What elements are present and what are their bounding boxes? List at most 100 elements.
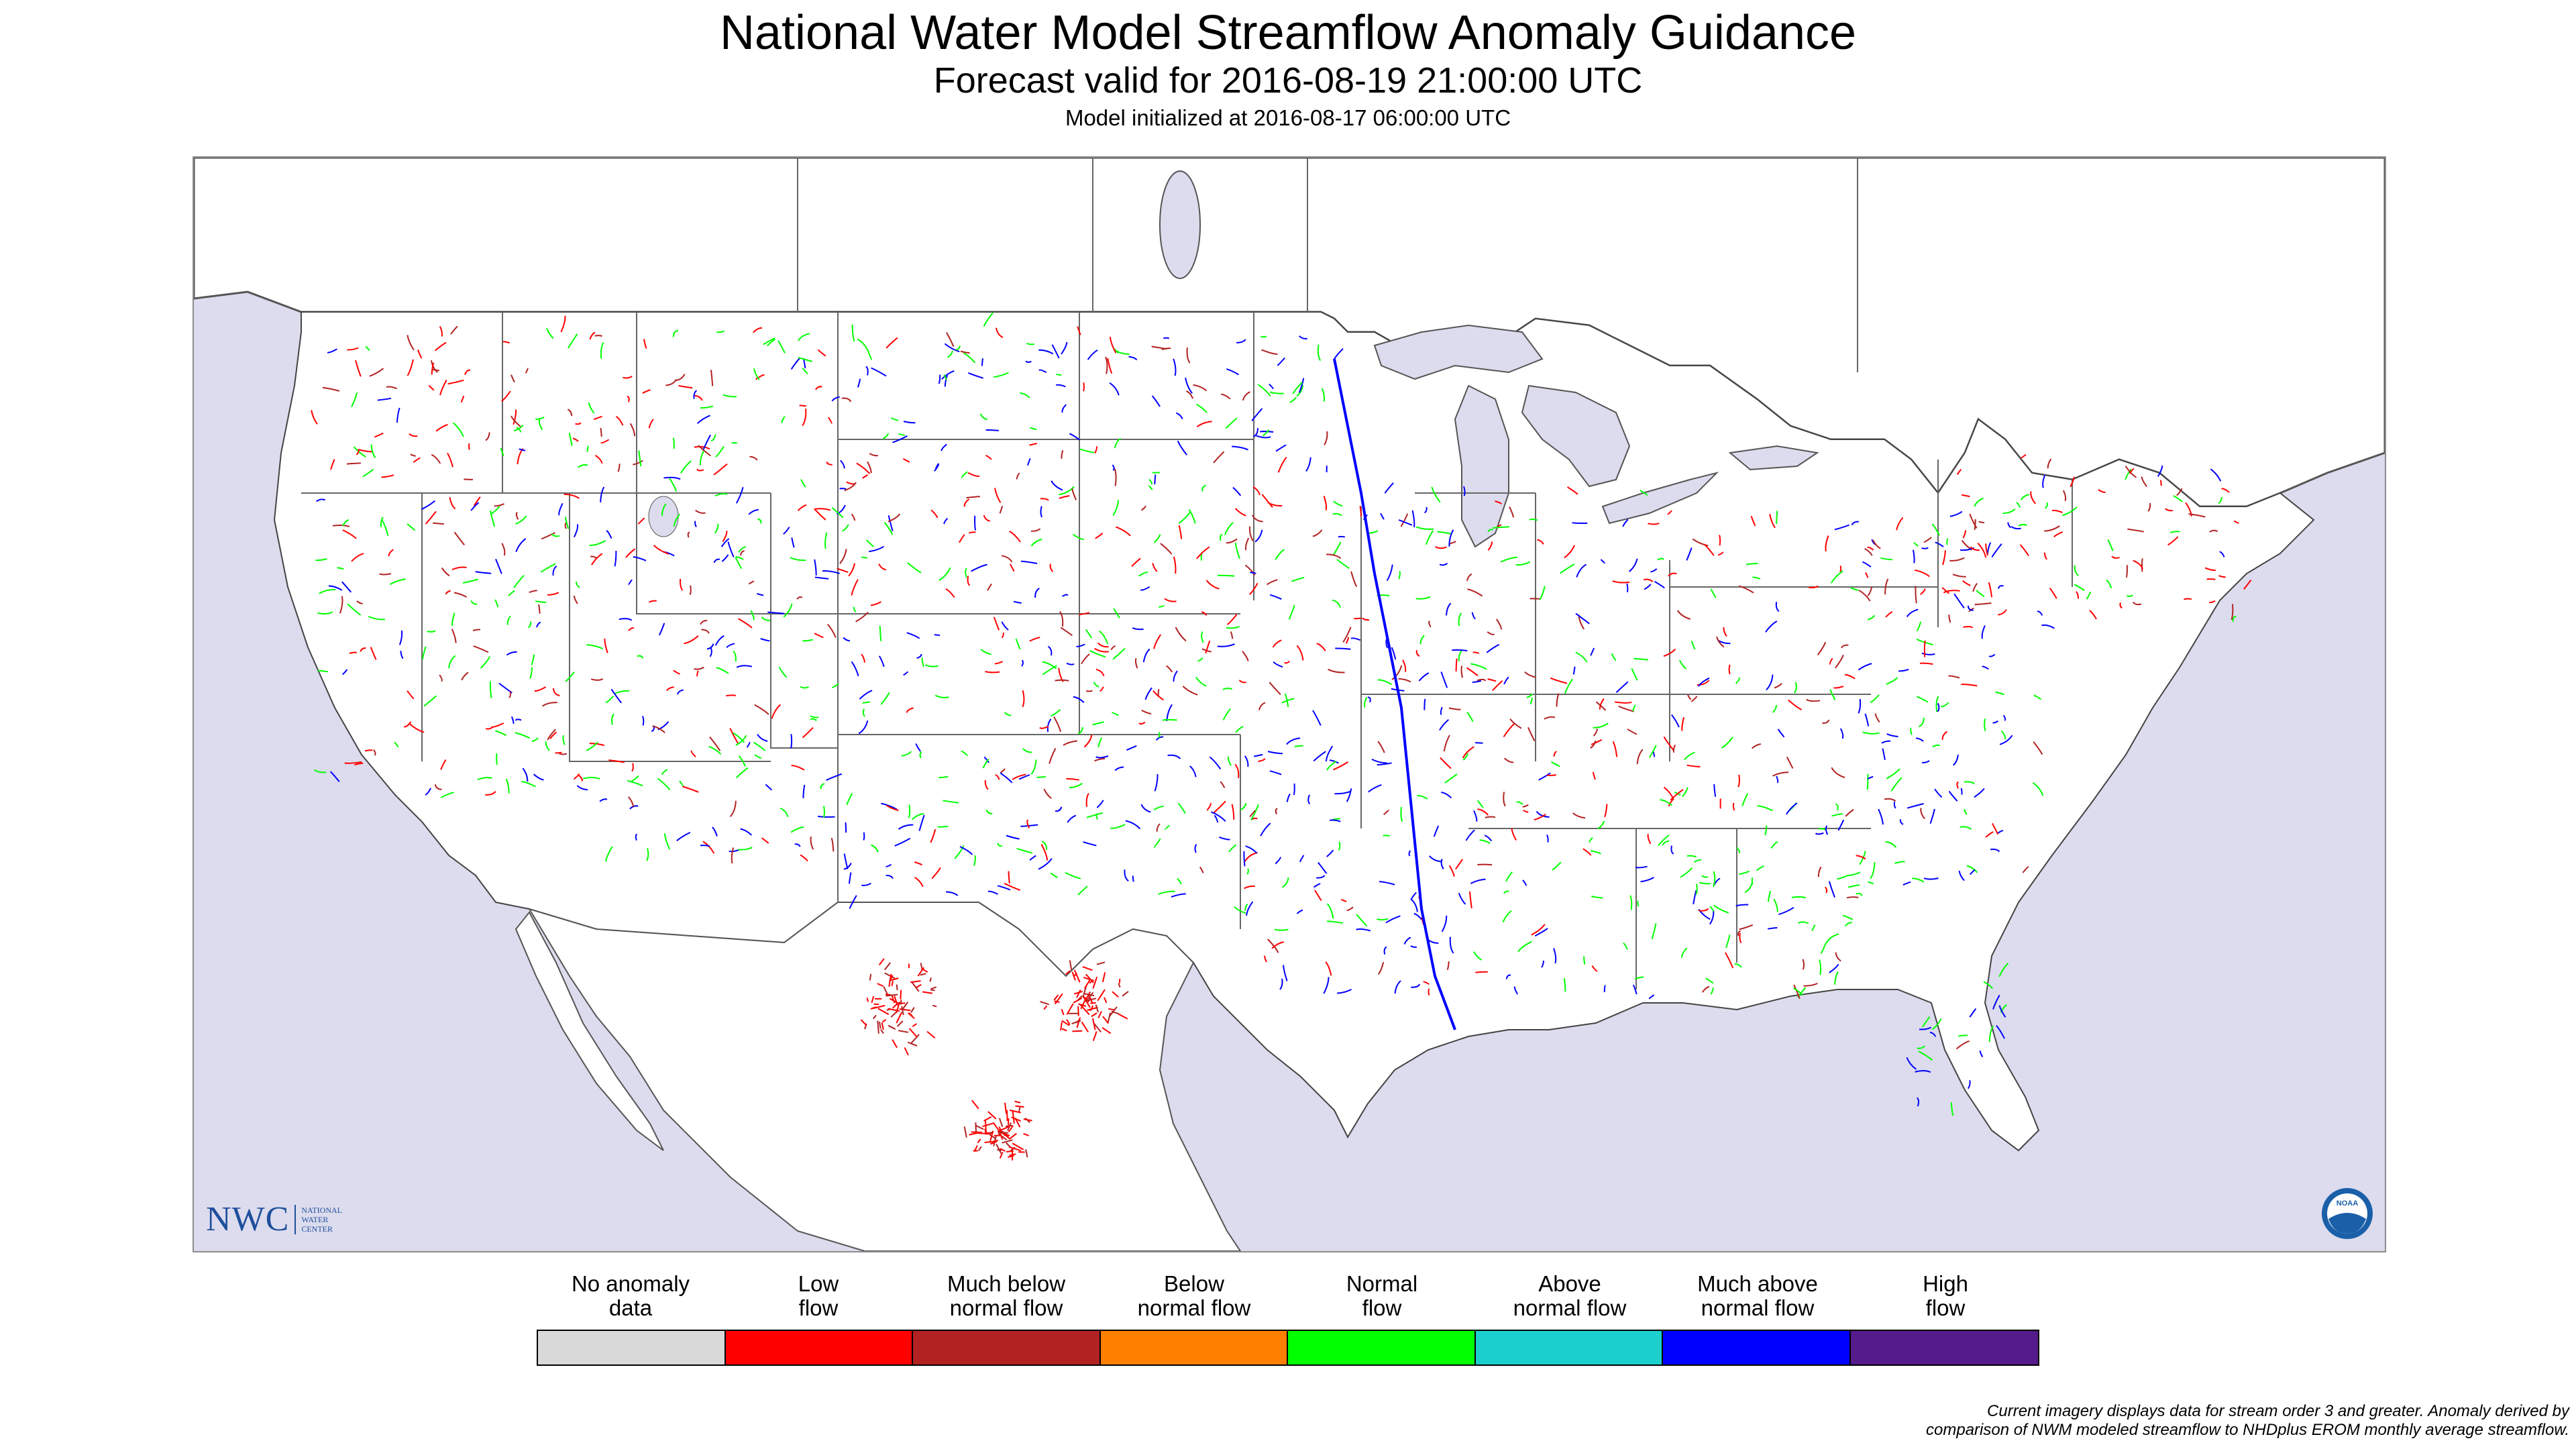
river-segment xyxy=(842,524,849,532)
river-segment xyxy=(1009,531,1021,543)
river-segment xyxy=(1286,737,1301,745)
river-segment xyxy=(1919,662,1933,665)
footnote-line1: Current imagery displays data for stream… xyxy=(1987,1402,2569,1420)
lake-erie xyxy=(1601,472,1719,525)
river-segment xyxy=(1487,631,1495,635)
river-segment xyxy=(1234,763,1240,778)
river-segment xyxy=(1667,510,1672,515)
river-segment xyxy=(1006,1150,1014,1152)
river-segment xyxy=(1061,594,1069,597)
river-segment xyxy=(1991,543,2002,558)
river-segment xyxy=(1398,570,1401,580)
river-segment xyxy=(827,417,833,425)
river-segment xyxy=(1449,936,1454,954)
river-segment xyxy=(1523,809,1529,813)
river-segment xyxy=(1921,1016,1931,1028)
river-segment xyxy=(506,615,511,625)
river-segment xyxy=(676,689,684,695)
river-segment xyxy=(2019,544,2029,557)
river-segment xyxy=(987,583,993,591)
river-segment xyxy=(1066,1019,1071,1025)
river-segment xyxy=(883,986,889,996)
river-segment xyxy=(1466,712,1474,722)
river-segment xyxy=(421,500,436,511)
river-segment xyxy=(525,368,529,374)
river-segment xyxy=(1835,654,1844,669)
river-segment xyxy=(2218,575,2226,578)
river-segment xyxy=(521,781,536,788)
river-segment xyxy=(766,338,776,347)
river-segment xyxy=(1415,596,1431,600)
river-segment xyxy=(1974,602,1992,606)
river-segment xyxy=(1923,877,1939,880)
river-segment xyxy=(824,532,828,549)
river-segment xyxy=(856,462,871,474)
river-segment xyxy=(738,545,747,553)
river-segment xyxy=(1021,659,1024,667)
river-segment xyxy=(515,732,531,739)
river-segment xyxy=(783,603,793,618)
river-segment xyxy=(344,761,362,764)
river-segment xyxy=(477,777,492,781)
river-segment xyxy=(862,708,865,717)
river-segment xyxy=(1141,710,1152,714)
river-segment xyxy=(394,741,399,748)
river-segment xyxy=(1398,678,1411,683)
river-segment xyxy=(1721,737,1734,749)
river-segment xyxy=(1023,1132,1030,1136)
river-segment xyxy=(920,973,926,976)
legend-label: Low flow xyxy=(798,1271,839,1320)
river-segment xyxy=(610,713,614,725)
river-segment xyxy=(1845,808,1854,817)
river-segment xyxy=(1948,675,1960,679)
river-segment xyxy=(1728,664,1731,675)
river-segment xyxy=(1386,564,1393,582)
river-segment xyxy=(995,774,1000,780)
river-segment xyxy=(600,427,602,437)
river-segment xyxy=(882,433,890,439)
river-segment xyxy=(1260,431,1274,433)
river-segment xyxy=(381,519,389,536)
river-segment xyxy=(968,372,984,379)
river-segment xyxy=(1296,909,1303,914)
river-segment xyxy=(1440,757,1452,769)
river-segment xyxy=(815,508,831,511)
river-segment xyxy=(798,357,812,362)
river-segment xyxy=(1377,762,1392,766)
legend-label: High flow xyxy=(1923,1271,1968,1320)
river-segment xyxy=(1668,572,1677,577)
river-segment xyxy=(885,994,898,997)
river-segment xyxy=(428,384,435,391)
river-segment xyxy=(845,822,847,833)
river-segment xyxy=(1164,598,1177,602)
river-segment xyxy=(1793,987,1803,996)
river-segment xyxy=(353,446,366,458)
river-segment xyxy=(1686,764,1701,767)
river-segment xyxy=(1205,640,1211,654)
river-segment xyxy=(591,553,603,566)
river-segment xyxy=(1410,892,1417,900)
river-segment xyxy=(1124,869,1129,882)
river-segment xyxy=(593,415,602,421)
river-segment xyxy=(1226,368,1240,376)
river-segment xyxy=(1022,748,1032,753)
river-segment xyxy=(434,784,442,790)
river-segment xyxy=(993,372,1009,378)
river-segment xyxy=(1015,638,1021,650)
river-segment xyxy=(859,690,873,700)
river-segment xyxy=(1263,955,1268,963)
river-segment xyxy=(1661,840,1670,846)
river-segment xyxy=(1018,774,1030,780)
river-segment xyxy=(2157,465,2163,477)
river-segment xyxy=(753,368,760,380)
river-segment xyxy=(908,1028,917,1037)
river-segment xyxy=(1906,608,1919,618)
river-segment xyxy=(810,715,819,718)
mexico-streamflow xyxy=(860,958,1129,1161)
river-segment xyxy=(2209,529,2218,533)
river-segment xyxy=(1114,766,1124,771)
river-segment xyxy=(1776,775,1779,784)
noaa-logo-icon: NOAA xyxy=(2322,1188,2373,1239)
river-segment xyxy=(1419,635,1425,645)
river-segment xyxy=(1008,1155,1014,1158)
